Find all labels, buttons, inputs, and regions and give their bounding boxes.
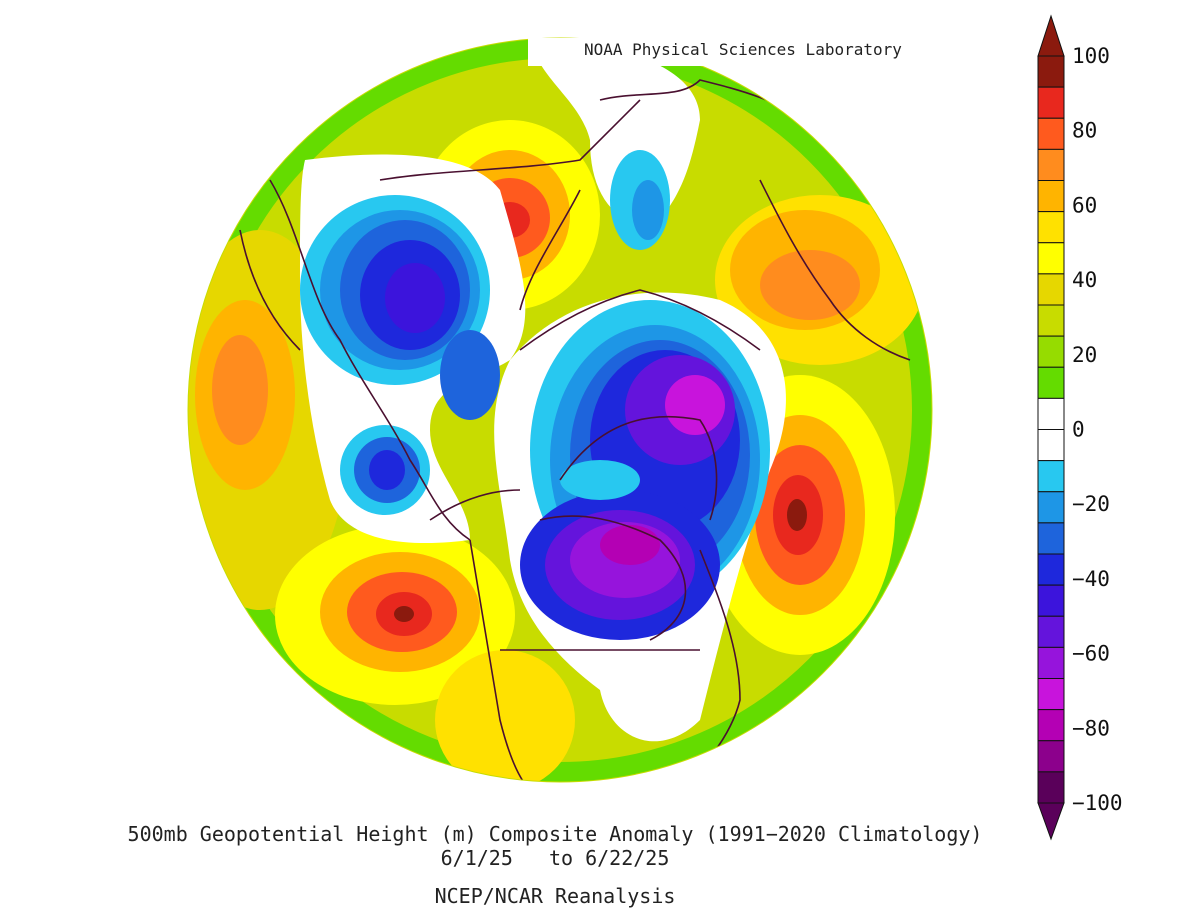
colorbar-segment xyxy=(1037,646,1065,679)
colorbar-segment xyxy=(1037,117,1065,150)
chart-title: 500mb Geopotential Height (m) Composite … xyxy=(127,822,983,846)
credit-label: NOAA Physical Sciences Laboratory xyxy=(528,38,928,66)
date-range: 6/1/25 to 6/22/25 xyxy=(440,846,670,870)
colorbar-bottom-arrow xyxy=(1037,802,1065,841)
colorbar-segment xyxy=(1037,615,1065,648)
colorbar-tick-label: 60 xyxy=(1072,193,1097,217)
colorbar-segment xyxy=(1037,553,1065,586)
colorbar-segment xyxy=(1037,211,1065,244)
colorbar-segment xyxy=(1037,304,1065,337)
colorbar-segment xyxy=(1037,678,1065,711)
colorbar: 100 80 60 40 20 0 −20 −40 −60 −80 −100 xyxy=(1037,14,1123,841)
colorbar-segment xyxy=(1037,148,1065,181)
colorbar-segment xyxy=(1037,771,1065,804)
colorbar-tick-label: 80 xyxy=(1072,119,1097,143)
colorbar-segment xyxy=(1037,429,1065,462)
colorbar-segment xyxy=(1037,740,1065,773)
colorbar-top-arrow xyxy=(1037,14,1065,57)
colorbar-segment xyxy=(1037,397,1065,430)
colorbar-segment xyxy=(1037,335,1065,368)
colorbar-segment xyxy=(1037,584,1065,617)
colorbar-tick-label: −80 xyxy=(1072,716,1110,740)
colorbar-segment xyxy=(1037,242,1065,275)
colorbar-tick-label: 40 xyxy=(1072,268,1097,292)
data-source: NCEP/NCAR Reanalysis xyxy=(434,884,676,908)
colorbar-segment xyxy=(1037,273,1065,306)
colorbar-segment xyxy=(1037,55,1065,88)
anomaly-field xyxy=(188,38,932,782)
colorbar-segment xyxy=(1037,366,1065,399)
colorbar-segment xyxy=(1037,460,1065,493)
colorbar-segment xyxy=(1037,522,1065,555)
colorbar-tick-label: −100 xyxy=(1072,791,1123,815)
colorbar-segment xyxy=(1037,709,1065,742)
colorbar-tick-label: −20 xyxy=(1072,492,1110,516)
colorbar-segment xyxy=(1037,491,1065,524)
colorbar-tick-label: −60 xyxy=(1072,642,1110,666)
colorbar-tick-label: 0 xyxy=(1072,418,1085,442)
colorbar-tick-label: 100 xyxy=(1072,44,1110,68)
colorbar-segment xyxy=(1037,180,1065,213)
colorbar-tick-label: 20 xyxy=(1072,343,1097,367)
colorbar-segment xyxy=(1037,86,1065,119)
colorbar-tick-label: −40 xyxy=(1072,567,1110,591)
